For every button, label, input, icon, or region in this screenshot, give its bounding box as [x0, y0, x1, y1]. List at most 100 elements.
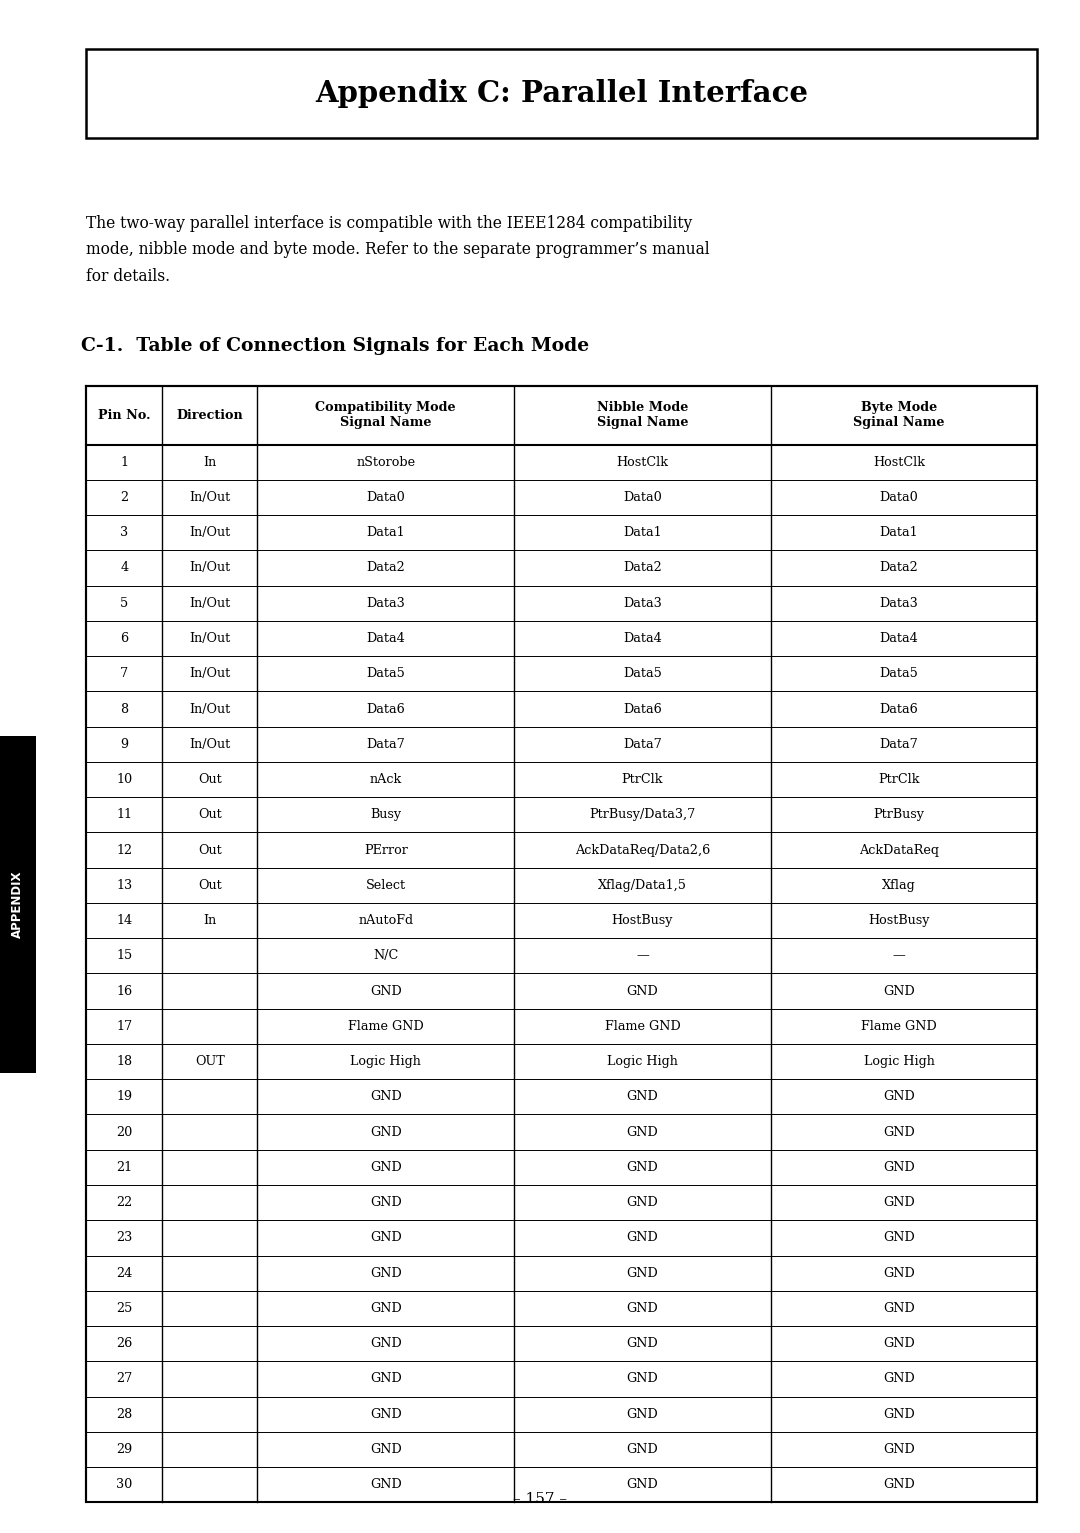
Text: Data2: Data2: [366, 561, 405, 575]
Text: Select: Select: [366, 878, 406, 892]
Text: Logic High: Logic High: [607, 1055, 678, 1069]
Text: GND: GND: [370, 1231, 402, 1245]
Text: GND: GND: [370, 1478, 402, 1492]
Text: AckDataReq/Data2,6: AckDataReq/Data2,6: [575, 843, 710, 857]
Text: GND: GND: [626, 1443, 658, 1456]
Text: 8: 8: [120, 702, 129, 716]
Text: Data0: Data0: [879, 491, 918, 504]
Text: PtrClk: PtrClk: [622, 773, 663, 786]
Text: Data6: Data6: [623, 702, 662, 716]
Text: 11: 11: [117, 808, 133, 822]
Text: Flame GND: Flame GND: [605, 1019, 680, 1033]
Text: OUT: OUT: [195, 1055, 225, 1069]
Text: GND: GND: [883, 1337, 915, 1351]
FancyBboxPatch shape: [86, 49, 1037, 138]
Text: GND: GND: [370, 1160, 402, 1174]
Text: GND: GND: [626, 1478, 658, 1492]
Text: PError: PError: [364, 843, 408, 857]
Text: GND: GND: [883, 1407, 915, 1421]
Text: In/Out: In/Out: [189, 737, 230, 751]
Text: 6: 6: [120, 632, 129, 645]
Text: 19: 19: [117, 1090, 133, 1104]
Text: GND: GND: [370, 1125, 402, 1139]
Text: GND: GND: [883, 1160, 915, 1174]
FancyBboxPatch shape: [0, 736, 36, 1073]
Text: Busy: Busy: [370, 808, 402, 822]
Text: GND: GND: [370, 1443, 402, 1456]
Text: 23: 23: [117, 1231, 133, 1245]
Text: 14: 14: [117, 914, 133, 927]
Text: In: In: [203, 914, 217, 927]
Text: – 157 –: – 157 –: [513, 1492, 567, 1507]
Text: GND: GND: [370, 1302, 402, 1315]
Text: 25: 25: [117, 1302, 133, 1315]
Text: Data3: Data3: [623, 596, 662, 610]
Text: PtrBusy: PtrBusy: [874, 808, 924, 822]
Text: Data0: Data0: [623, 491, 662, 504]
Text: Out: Out: [198, 808, 221, 822]
Text: GND: GND: [883, 1196, 915, 1210]
Text: GND: GND: [626, 1160, 658, 1174]
Text: GND: GND: [883, 984, 915, 998]
Text: GND: GND: [626, 1302, 658, 1315]
Text: In/Out: In/Out: [189, 561, 230, 575]
Text: Data3: Data3: [879, 596, 918, 610]
Text: In/Out: In/Out: [189, 491, 230, 504]
Text: 28: 28: [117, 1407, 133, 1421]
Text: HostBusy: HostBusy: [868, 914, 930, 927]
Text: Data5: Data5: [879, 667, 918, 681]
Text: 4: 4: [120, 561, 129, 575]
Text: 13: 13: [117, 878, 133, 892]
Text: In/Out: In/Out: [189, 596, 230, 610]
Text: 18: 18: [117, 1055, 133, 1069]
Text: 5: 5: [120, 596, 129, 610]
Text: Flame GND: Flame GND: [861, 1019, 936, 1033]
Text: Data2: Data2: [623, 561, 662, 575]
Text: GND: GND: [883, 1478, 915, 1492]
Text: GND: GND: [626, 1090, 658, 1104]
Text: nAck: nAck: [369, 773, 402, 786]
Text: GND: GND: [626, 1231, 658, 1245]
Text: Flame GND: Flame GND: [348, 1019, 423, 1033]
Text: Data1: Data1: [623, 526, 662, 540]
Text: GND: GND: [883, 1090, 915, 1104]
Text: Data5: Data5: [366, 667, 405, 681]
Text: GND: GND: [370, 984, 402, 998]
Text: GND: GND: [626, 1337, 658, 1351]
Text: In/Out: In/Out: [189, 667, 230, 681]
Text: Data1: Data1: [880, 526, 918, 540]
Text: Compatibility Mode
Signal Name: Compatibility Mode Signal Name: [315, 402, 456, 429]
Text: HostBusy: HostBusy: [611, 914, 673, 927]
Text: 12: 12: [117, 843, 133, 857]
Text: In: In: [203, 455, 217, 469]
Text: GND: GND: [883, 1443, 915, 1456]
Text: 1: 1: [120, 455, 129, 469]
Text: 2: 2: [120, 491, 129, 504]
Text: 22: 22: [117, 1196, 133, 1210]
Text: Nibble Mode
Signal Name: Nibble Mode Signal Name: [596, 402, 688, 429]
Text: 16: 16: [117, 984, 133, 998]
Text: Data3: Data3: [366, 596, 405, 610]
Text: GND: GND: [883, 1372, 915, 1386]
Text: Data0: Data0: [366, 491, 405, 504]
Text: HostClk: HostClk: [873, 455, 924, 469]
Text: 29: 29: [117, 1443, 133, 1456]
Text: GND: GND: [883, 1125, 915, 1139]
Text: Data7: Data7: [879, 737, 918, 751]
Text: In/Out: In/Out: [189, 632, 230, 645]
Text: 9: 9: [120, 737, 129, 751]
Text: GND: GND: [370, 1372, 402, 1386]
Text: GND: GND: [626, 1125, 658, 1139]
Text: In/Out: In/Out: [189, 702, 230, 716]
Text: 17: 17: [117, 1019, 133, 1033]
Text: Xflag/Data1,5: Xflag/Data1,5: [598, 878, 687, 892]
Text: nStorobe: nStorobe: [356, 455, 416, 469]
Text: GND: GND: [370, 1266, 402, 1280]
Text: GND: GND: [626, 1372, 658, 1386]
Text: Out: Out: [198, 843, 221, 857]
Text: Appendix C: Parallel Interface: Appendix C: Parallel Interface: [315, 80, 808, 107]
Text: 15: 15: [117, 949, 133, 963]
Text: —: —: [636, 949, 649, 963]
Text: APPENDIX: APPENDIX: [11, 871, 25, 938]
Text: The two-way parallel interface is compatible with the IEEE1284 compatibility
mod: The two-way parallel interface is compat…: [86, 215, 710, 285]
